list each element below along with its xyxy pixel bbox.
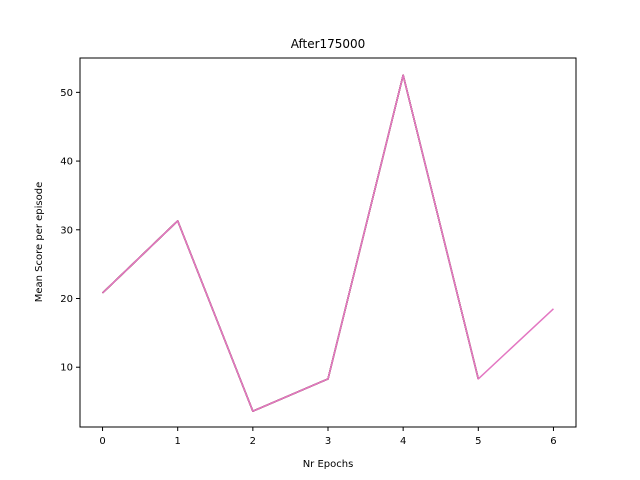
y-tick-label: 50 [60,88,73,99]
chart-title: After175000 [291,37,366,51]
y-tick-label: 10 [60,363,73,374]
y-tick-label: 30 [60,225,73,236]
x-tick-label: 3 [325,436,331,447]
x-tick-label: 6 [550,436,556,447]
x-tick-label: 2 [250,436,256,447]
series-layer [102,74,554,412]
series-line-7 [102,74,554,412]
x-tick-label: 0 [99,436,105,447]
x-tick-label: 1 [175,436,181,447]
y-axis-label: Mean Score per episode [34,182,45,303]
y-tick-label: 40 [60,157,73,168]
x-axis: 0 1 2 3 4 5 6 [99,427,557,447]
x-tick-label: 5 [475,436,481,447]
x-axis-label: Nr Epochs [303,459,354,470]
x-tick-label: 4 [400,436,406,447]
y-axis: 10 20 30 40 50 [60,88,80,374]
y-tick-label: 20 [60,294,73,305]
